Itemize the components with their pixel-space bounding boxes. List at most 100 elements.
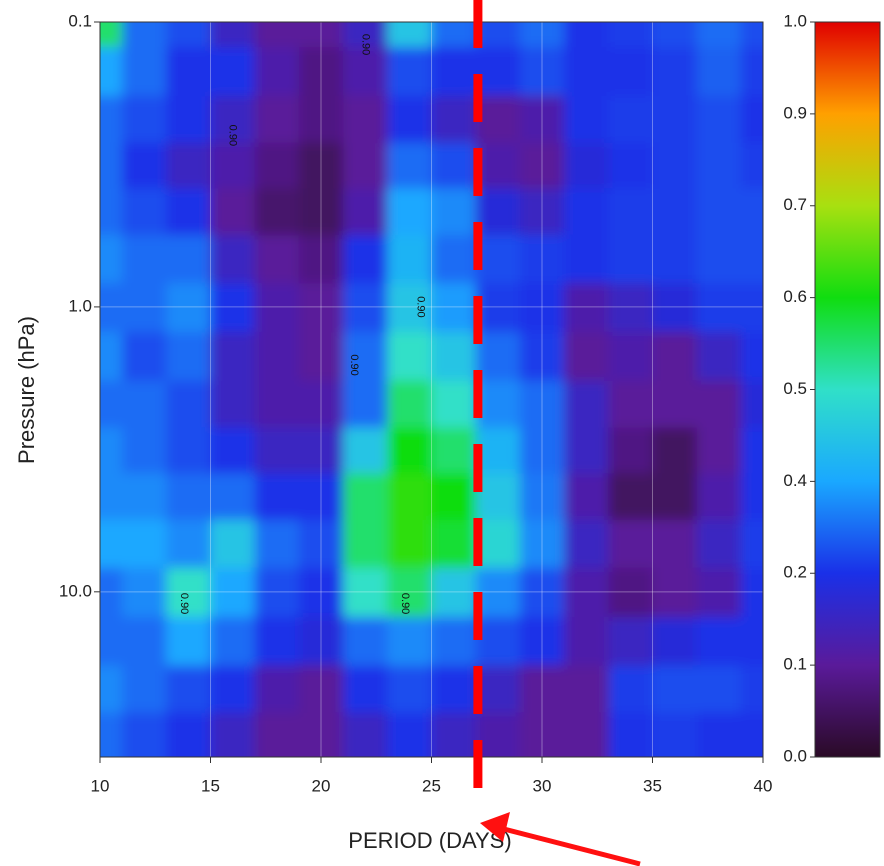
heat-cell <box>519 473 565 521</box>
heat-cell <box>210 712 256 757</box>
heat-cell <box>519 519 565 569</box>
heat-cell <box>431 283 477 333</box>
heat-cell <box>608 567 653 618</box>
heat-cell <box>343 331 388 382</box>
heat-cell <box>431 47 477 97</box>
annotations: 0.90 0.90 0.90 0.90 0.90 0.90 <box>178 0 483 800</box>
heat-cell <box>431 22 477 48</box>
heat-cell <box>166 95 211 144</box>
heat-cell <box>166 188 211 236</box>
contour-label: 0.90 <box>399 593 411 614</box>
heat-cell <box>740 22 763 48</box>
heat-cell <box>519 142 565 189</box>
heat-cell <box>564 712 609 757</box>
heat-cell <box>608 331 653 382</box>
heat-cell <box>298 665 344 714</box>
heat-cell <box>343 473 388 521</box>
heat-cell <box>343 22 388 48</box>
heat-cell <box>740 142 763 189</box>
heat-cell <box>343 427 388 474</box>
contour-label: 0.90 <box>415 296 427 317</box>
heat-cell <box>343 142 388 189</box>
heat-cell <box>122 519 167 569</box>
heat-cell <box>210 616 256 667</box>
heat-cell <box>696 235 742 284</box>
heat-cell <box>608 473 653 521</box>
heat-cell <box>608 712 653 757</box>
heat-cell <box>343 665 388 714</box>
heat-cell <box>254 616 300 667</box>
heat-cell <box>298 519 344 569</box>
heat-cell <box>387 331 432 382</box>
heat-cell <box>475 519 521 569</box>
heat-cell <box>298 567 344 618</box>
heat-cell <box>652 519 698 569</box>
heat-cell <box>652 712 698 757</box>
heat-cell <box>519 188 565 236</box>
heat-cell <box>254 283 300 333</box>
heat-cell <box>431 380 477 429</box>
heat-cell <box>122 95 167 144</box>
heat-cell <box>298 473 344 521</box>
heat-cell <box>652 188 698 236</box>
heat-cell <box>387 188 432 236</box>
heat-cell <box>100 519 123 569</box>
heat-cell <box>210 22 256 48</box>
heat-cell <box>608 380 653 429</box>
heat-cell <box>431 142 477 189</box>
heat-cell <box>166 616 211 667</box>
heat-cell <box>298 188 344 236</box>
heat-cell <box>122 616 167 667</box>
heat-cell <box>608 616 653 667</box>
heat-cell <box>564 331 609 382</box>
colorbar-scale <box>814 21 881 758</box>
heat-cell <box>254 95 300 144</box>
heat-cell <box>740 616 763 667</box>
heat-cell <box>122 427 167 474</box>
heat-cell <box>519 235 565 284</box>
heat-cell <box>343 380 388 429</box>
heat-cell <box>475 567 521 618</box>
heat-cell <box>387 665 432 714</box>
heat-cell <box>387 616 432 667</box>
x-tick-label: 40 <box>754 776 773 795</box>
colorbar-tick-label: 0.4 <box>783 471 807 490</box>
heat-cell <box>475 427 521 474</box>
heat-cell <box>475 95 521 144</box>
heat-cell <box>519 22 565 48</box>
heat-cell <box>298 235 344 284</box>
heat-cell <box>519 47 565 97</box>
heat-cell <box>210 427 256 474</box>
heat-cell <box>519 380 565 429</box>
heat-cell <box>254 188 300 236</box>
heat-cell <box>298 22 344 48</box>
heat-cell <box>100 473 123 521</box>
heat-cell <box>343 567 388 618</box>
axes: 10 15 20 25 30 35 40 0.1 1.0 10.0 <box>59 11 773 795</box>
heat-cell <box>608 235 653 284</box>
heat-cell <box>210 331 256 382</box>
x-tick-label: 30 <box>533 776 552 795</box>
heat-cell <box>696 567 742 618</box>
heat-cell <box>696 473 742 521</box>
colorbar-tick-label: 0.7 <box>783 195 807 214</box>
heat-cell <box>608 47 653 97</box>
heat-cell <box>431 331 477 382</box>
heat-cell <box>100 22 123 48</box>
heat-cell <box>475 712 521 757</box>
heat-cell <box>100 665 123 714</box>
contour-label: 0.90 <box>359 34 371 55</box>
heat-cell <box>696 519 742 569</box>
heat-cell <box>475 47 521 97</box>
heat-cell <box>387 283 432 333</box>
plot-area <box>100 22 763 757</box>
heat-cell <box>431 473 477 521</box>
heat-cell <box>740 380 763 429</box>
heat-cell <box>122 22 167 48</box>
heat-cell <box>100 380 123 429</box>
heat-cell <box>387 22 432 48</box>
heat-cell <box>564 473 609 521</box>
heat-cell <box>431 427 477 474</box>
colorbar-tick-label: 0.5 <box>783 379 807 398</box>
heat-cell <box>210 188 256 236</box>
